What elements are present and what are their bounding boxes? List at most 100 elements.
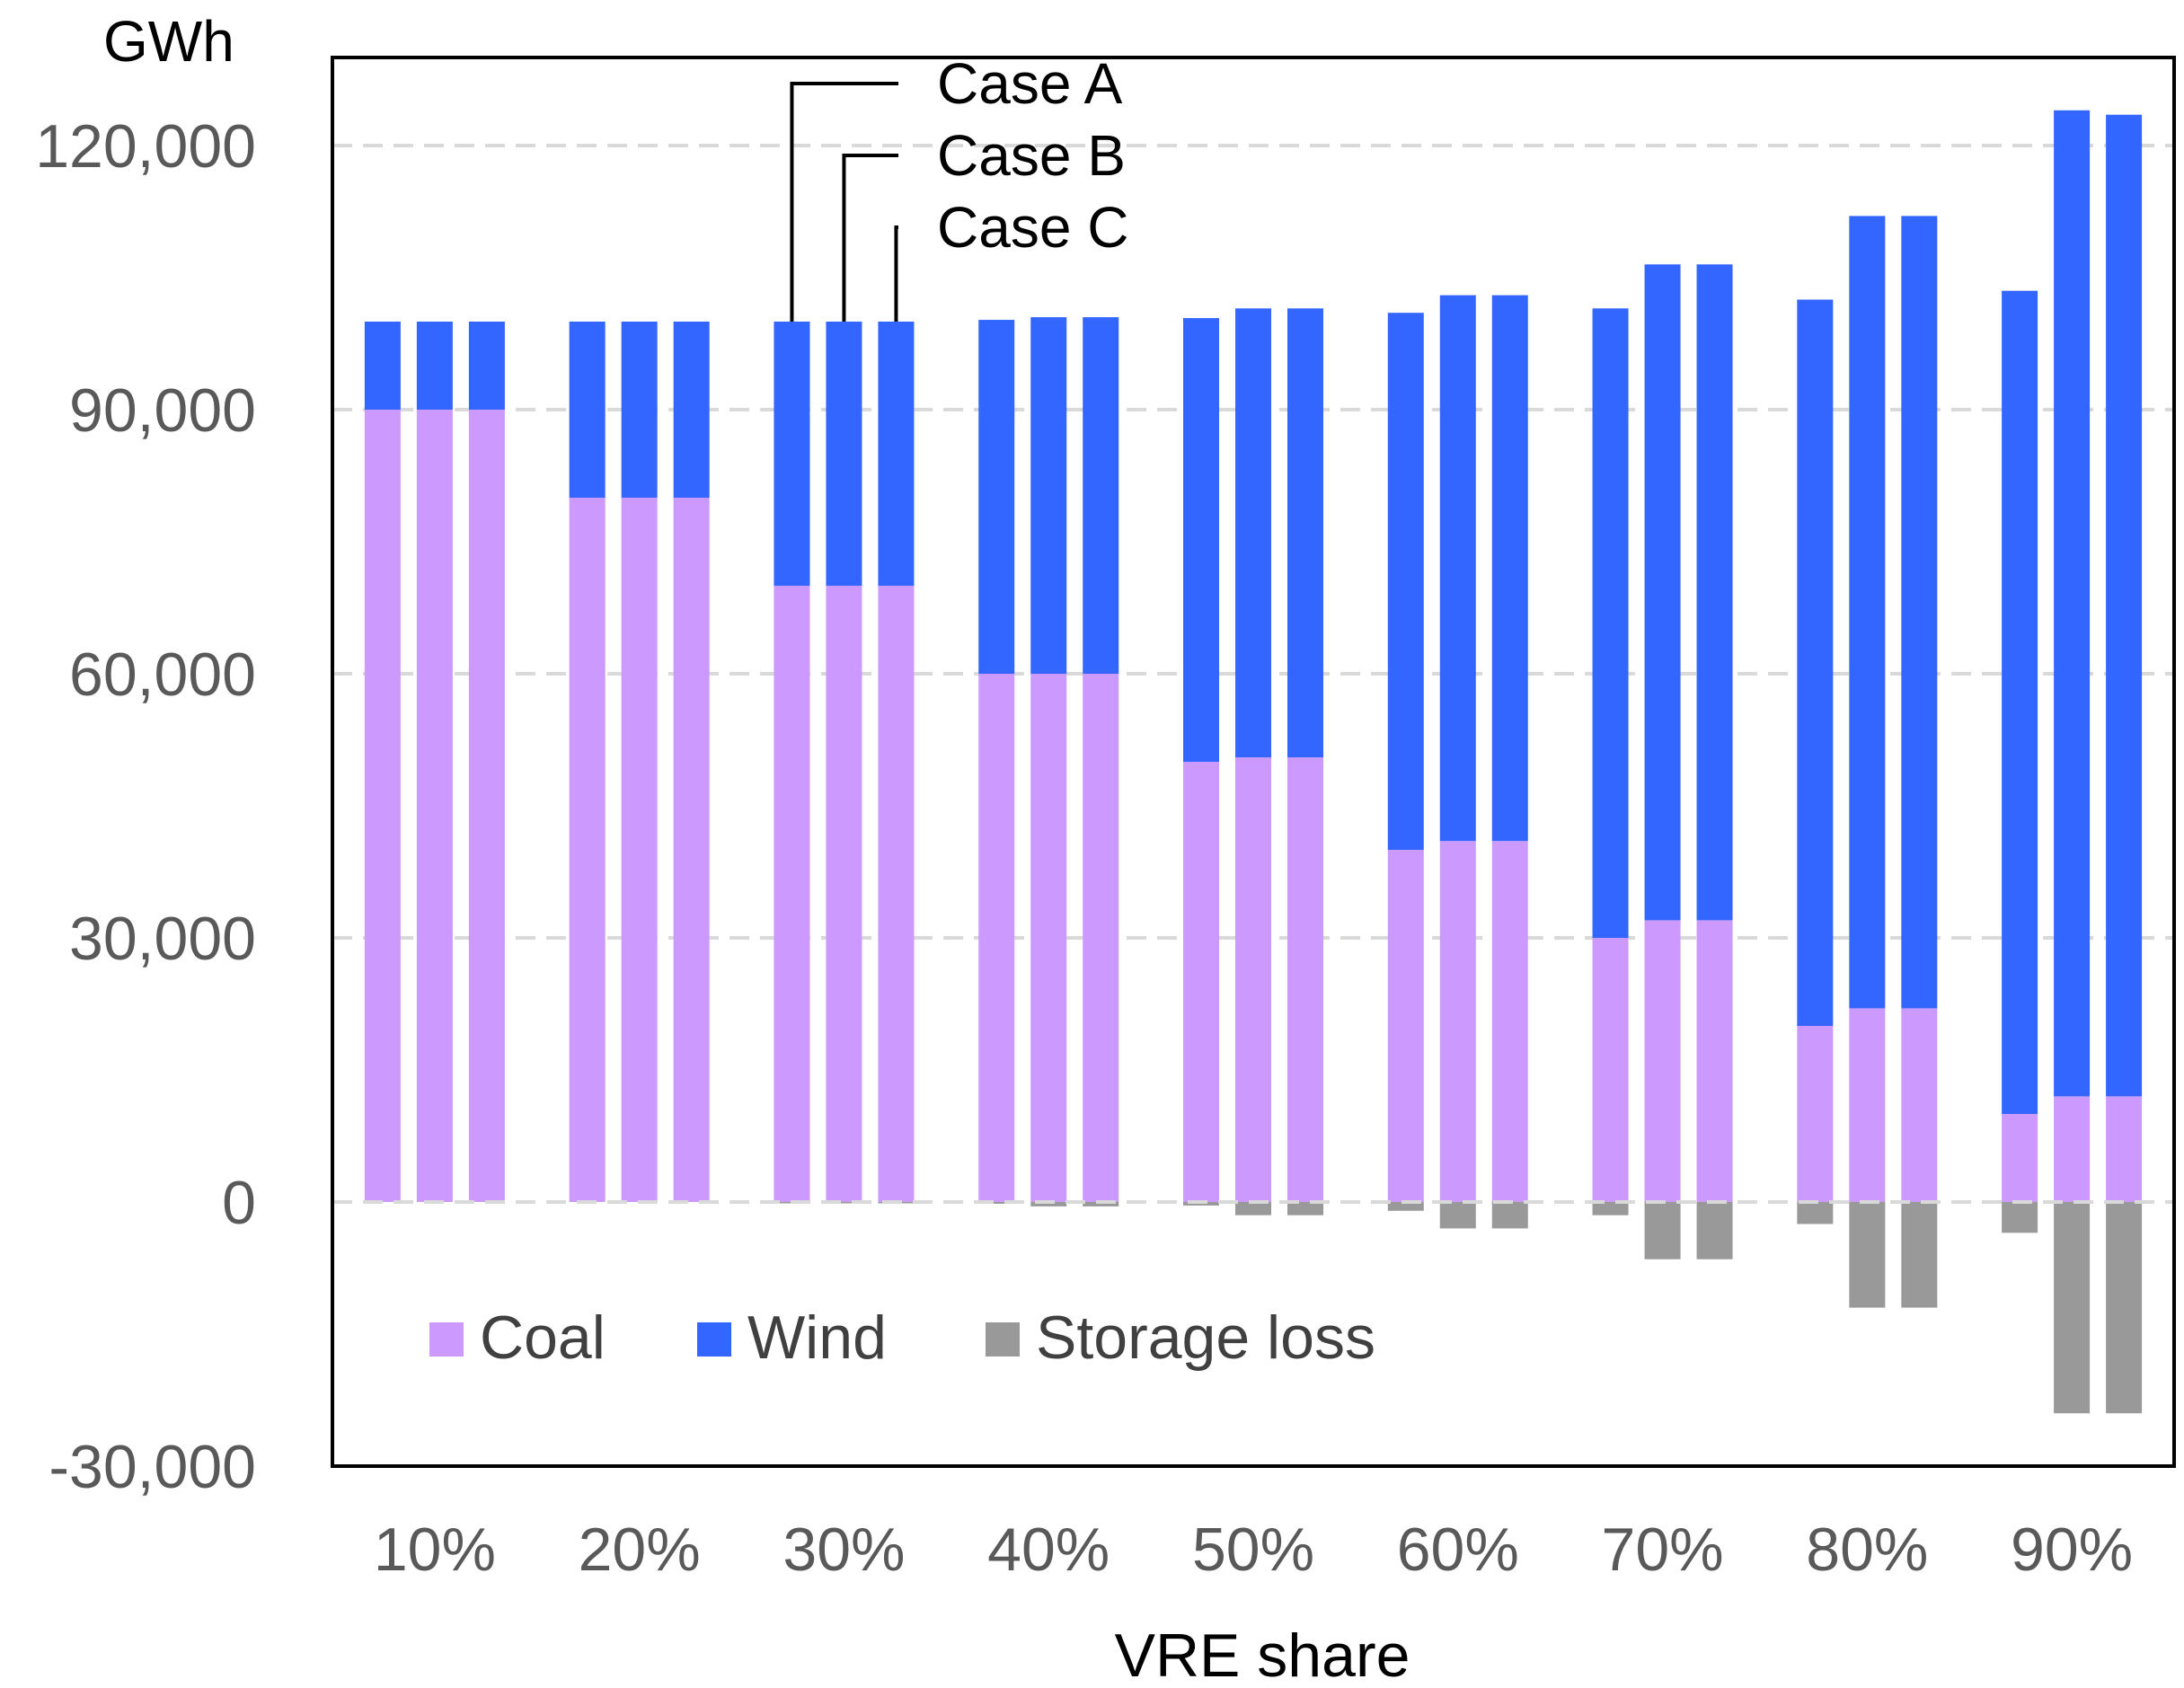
- bar-coal: [2054, 1096, 2091, 1202]
- bar-coal: [1696, 920, 1733, 1202]
- legend-swatch: [986, 1322, 1020, 1357]
- bar-storage-loss: [1901, 1202, 1938, 1308]
- plot-frame: [331, 56, 2176, 1468]
- bar-wind: [416, 322, 453, 410]
- x-axis-tick-labels: 10% 20% 30% 40% 50% 60% 70% 80% 90%: [374, 1516, 2133, 1584]
- bar-storage-loss: [1644, 1202, 1681, 1259]
- bar-coal: [1083, 674, 1119, 1202]
- y-axis-unit-label: GWh: [103, 9, 234, 74]
- bar-coal: [416, 410, 453, 1202]
- bar-wind: [826, 322, 862, 586]
- bar-coal: [1030, 674, 1067, 1202]
- bar-coal: [826, 586, 862, 1202]
- bar-coal: [1387, 850, 1424, 1202]
- x-tick-label: 10%: [374, 1516, 496, 1584]
- bar-storage-loss: [1797, 1202, 1834, 1224]
- bar-wind: [569, 322, 606, 498]
- bar-coal: [1592, 938, 1629, 1202]
- y-tick-label: 90,000: [69, 376, 256, 445]
- bar-coal: [774, 586, 810, 1202]
- bar-wind: [1696, 264, 1733, 921]
- bar-storage-loss: [2002, 1202, 2038, 1233]
- bar-coal: [1235, 757, 1271, 1202]
- bar-coal: [621, 498, 658, 1202]
- legend-label: Coal: [480, 1304, 606, 1372]
- bar-storage-loss: [1287, 1202, 1323, 1215]
- bar-coal: [1439, 841, 1476, 1202]
- bar-wind: [673, 322, 710, 498]
- bar-wind: [364, 322, 401, 410]
- bar-wind: [1592, 308, 1629, 938]
- bar-wind: [774, 322, 810, 586]
- y-tick-label: -30,000: [49, 1433, 256, 1501]
- bar-storage-loss: [1235, 1202, 1271, 1215]
- bar-storage-loss: [2054, 1202, 2091, 1414]
- bar-coal: [1287, 757, 1323, 1202]
- bar-coal: [468, 410, 505, 1202]
- bar-coal: [364, 410, 401, 1202]
- bar-wind: [468, 322, 505, 410]
- x-tick-label: 20%: [579, 1516, 701, 1584]
- bar-coal: [1183, 762, 1219, 1202]
- bar-coal: [1849, 1008, 1886, 1202]
- y-tick-label: 30,000: [69, 905, 256, 973]
- legend-swatch: [697, 1322, 731, 1357]
- bar-coal: [978, 674, 1015, 1202]
- bar-wind: [2106, 114, 2143, 1097]
- y-tick-label: 120,000: [35, 112, 256, 181]
- bar-wind: [1387, 313, 1424, 850]
- bar-wind: [1491, 295, 1528, 842]
- annotation-label: Case A: [937, 51, 1123, 116]
- bar-wind: [1030, 317, 1067, 674]
- legend-label: Wind: [747, 1304, 887, 1372]
- bar-coal: [1901, 1008, 1938, 1202]
- x-tick-label: 90%: [2011, 1516, 2133, 1584]
- bar-coal: [1644, 920, 1681, 1202]
- bars: [364, 110, 2143, 1414]
- bar-wind: [1083, 317, 1119, 674]
- x-tick-label: 70%: [1602, 1516, 1724, 1584]
- x-tick-label: 30%: [783, 1516, 905, 1584]
- bar-wind: [1644, 264, 1681, 921]
- annotation-leader-line: [790, 82, 898, 322]
- x-tick-label: 80%: [1806, 1516, 1928, 1584]
- annotation-label: Case C: [937, 195, 1128, 260]
- bar-wind: [1235, 308, 1271, 758]
- x-tick-label: 60%: [1397, 1516, 1519, 1584]
- bar-coal: [2106, 1096, 2143, 1202]
- x-tick-label: 40%: [987, 1516, 1110, 1584]
- bar-wind: [1797, 299, 1834, 1026]
- x-tick-label: 50%: [1192, 1516, 1314, 1584]
- bar-coal: [2002, 1114, 2038, 1202]
- bar-wind: [978, 320, 1015, 674]
- bar-storage-loss: [1083, 1202, 1119, 1206]
- bar-coal: [878, 586, 915, 1202]
- bar-wind: [1849, 216, 1886, 1009]
- bar-storage-loss: [826, 1202, 862, 1204]
- case-annotations: Case A Case B Case C: [790, 51, 1128, 322]
- bar-wind: [2002, 290, 2038, 1114]
- bar-coal: [569, 498, 606, 1202]
- bar-storage-loss: [1030, 1202, 1067, 1206]
- bar-wind: [878, 322, 915, 586]
- legend: Coal Wind Storage loss: [429, 1304, 1375, 1372]
- bar-coal: [673, 498, 710, 1202]
- bar-storage-loss: [1849, 1202, 1886, 1308]
- bar-wind: [1183, 318, 1219, 762]
- bar-storage-loss: [1491, 1202, 1528, 1229]
- bar-wind: [1439, 295, 1476, 842]
- annotation-leader-line: [894, 225, 898, 322]
- bar-storage-loss: [1439, 1202, 1476, 1229]
- bar-storage-loss: [978, 1202, 1015, 1204]
- bar-wind: [621, 322, 658, 498]
- bar-storage-loss: [1592, 1202, 1629, 1215]
- bar-storage-loss: [1387, 1202, 1424, 1211]
- legend-swatch: [429, 1322, 464, 1357]
- bar-wind: [1901, 216, 1938, 1009]
- bar-storage-loss: [2106, 1202, 2143, 1414]
- bar-coal: [1491, 841, 1528, 1202]
- bar-coal: [1797, 1026, 1834, 1202]
- x-axis-title: VRE share: [1115, 1622, 1410, 1688]
- annotation-leader-line: [842, 154, 898, 322]
